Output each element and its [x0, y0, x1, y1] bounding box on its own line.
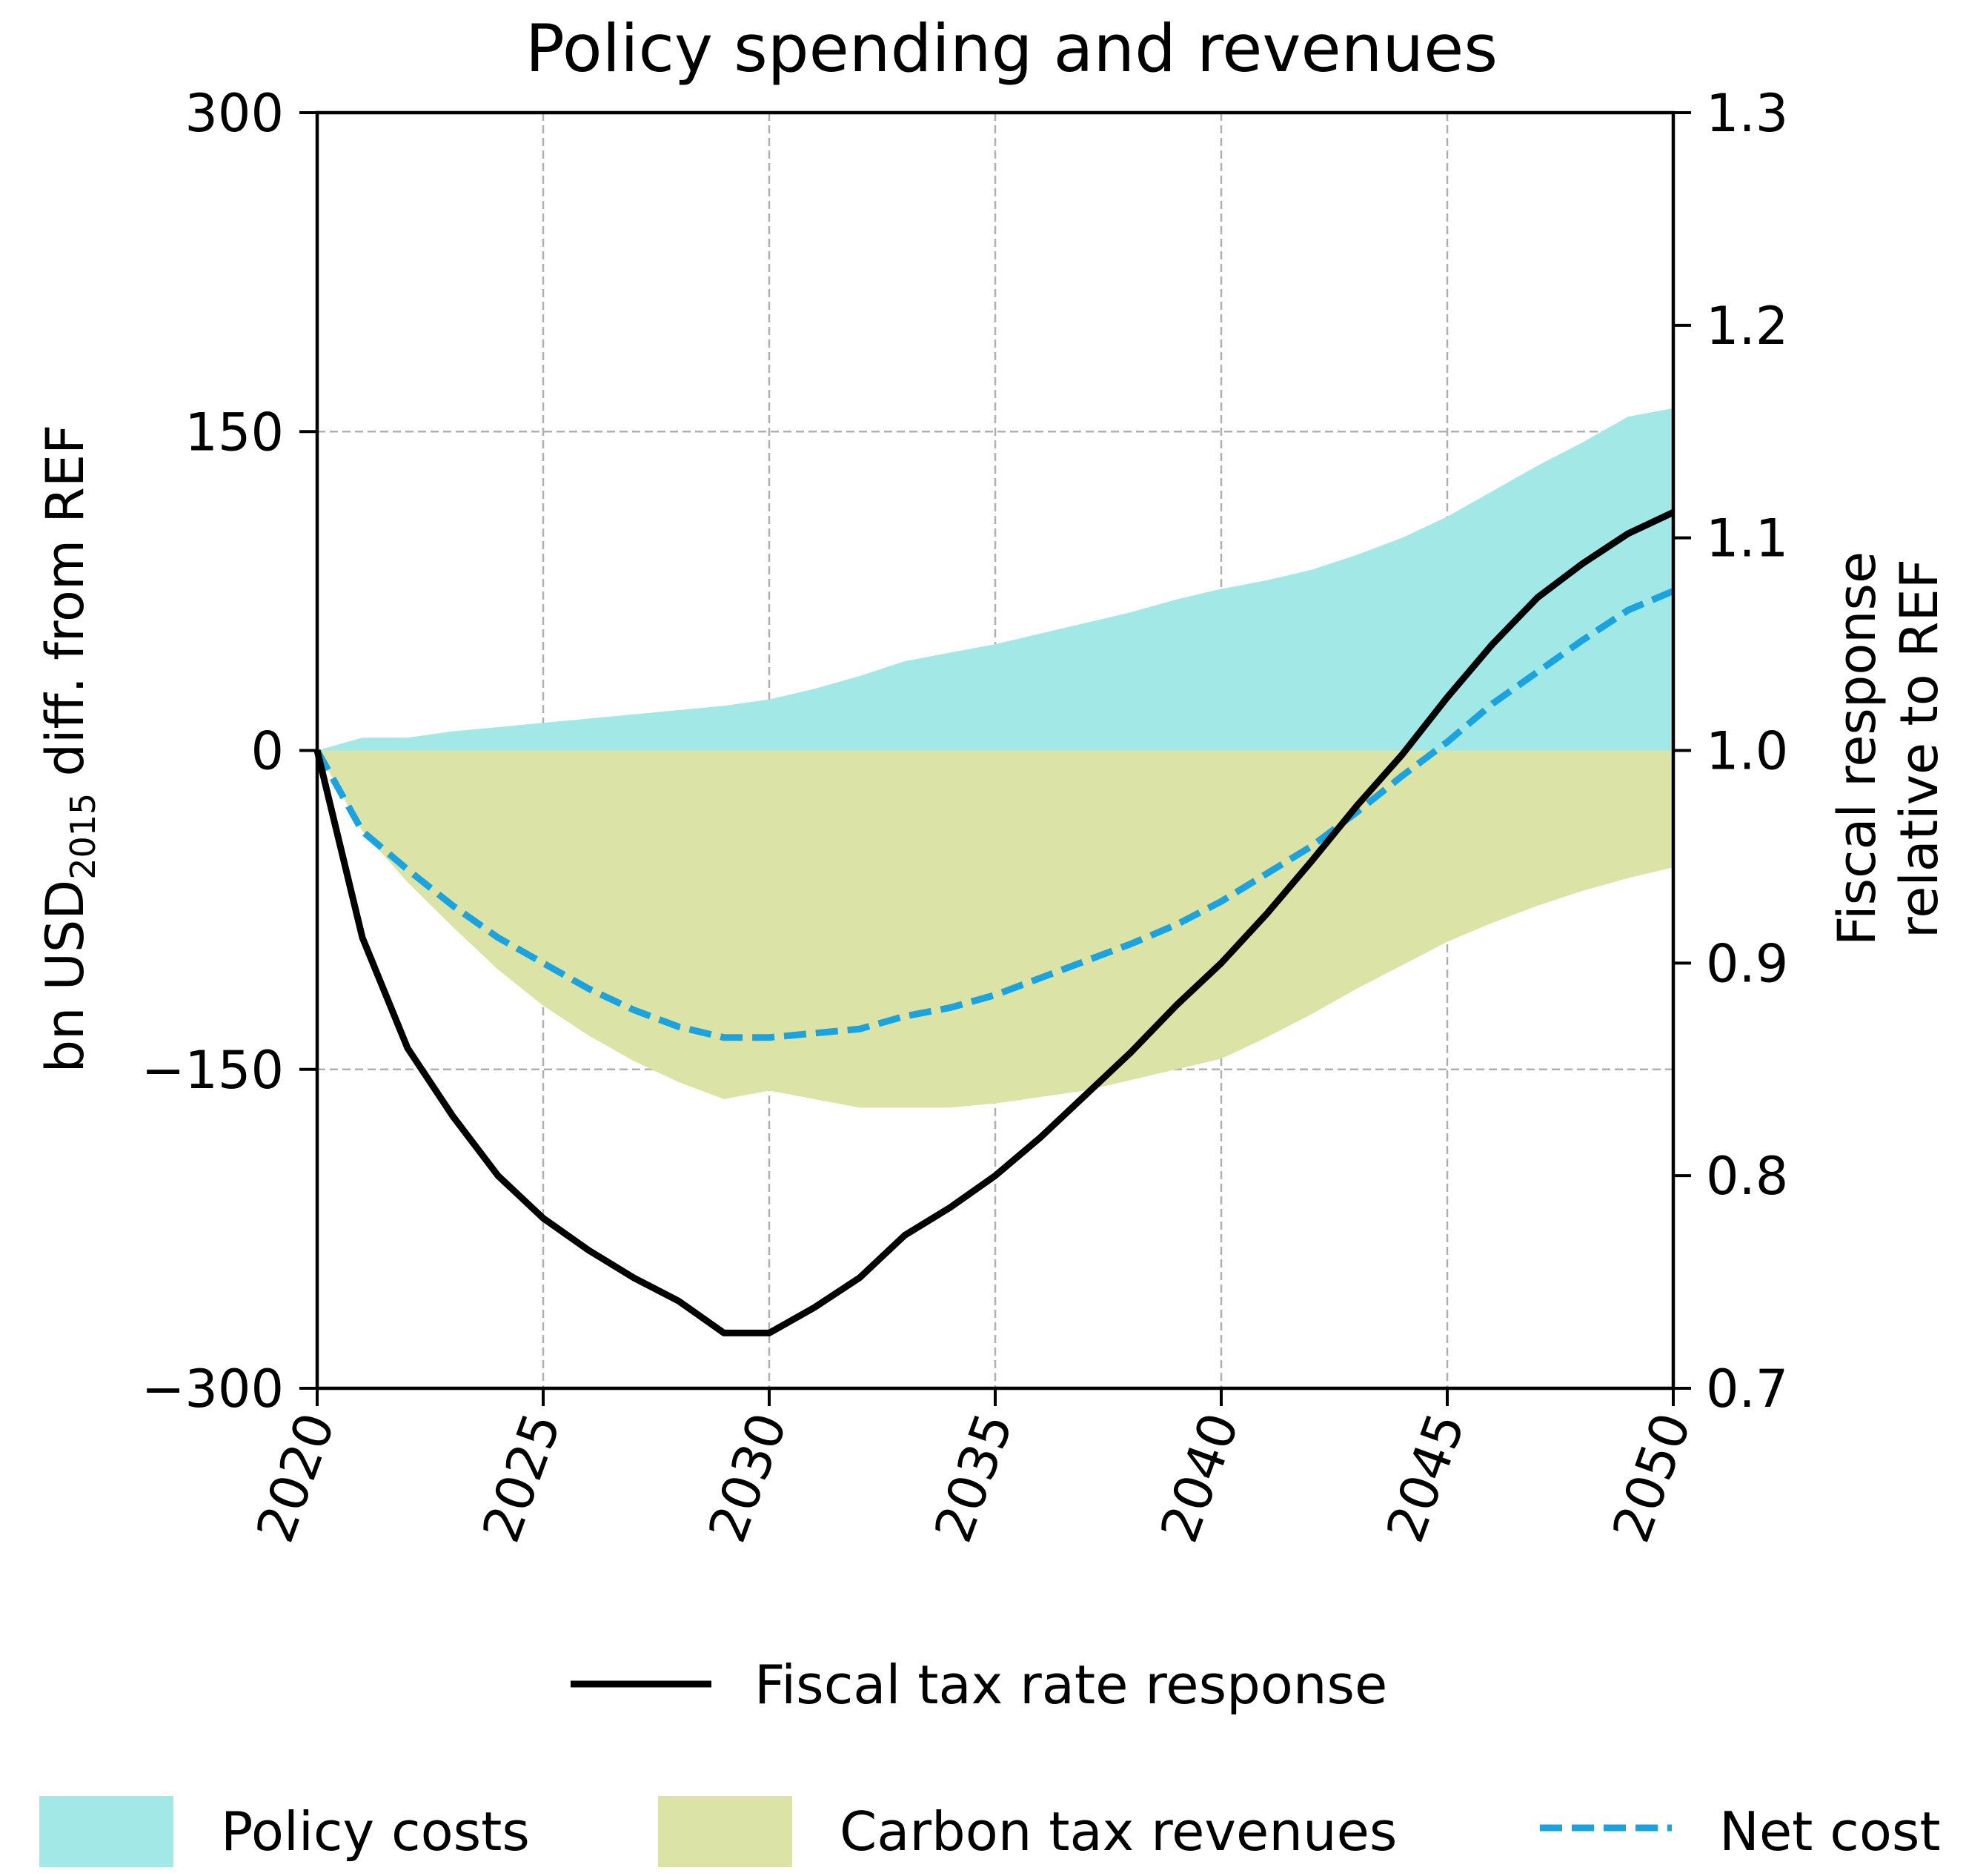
y-axis-label-prefix: bn USD	[35, 880, 96, 1073]
line-net-cost	[314, 588, 1675, 1041]
y2-tick-label-5: 0.8	[1706, 1146, 1788, 1207]
y-axis-label-subscript: 2015	[63, 793, 103, 880]
x-tick-label-2050: 2050	[1601, 1405, 1703, 1550]
y2-axis-label-line1: Fiscal response	[1827, 551, 1887, 946]
y2-tick-label-6: 0.7	[1706, 1359, 1788, 1419]
x-tick-label-2020: 2020	[245, 1405, 347, 1550]
y2-tick-label-0: 1.3	[1706, 83, 1788, 144]
legend-swatch-policy-costs	[39, 1796, 173, 1867]
area-layer	[317, 408, 1673, 1108]
y2-axis-label-line2: relative to REF	[1889, 559, 1950, 938]
x-tick-label-2045: 2045	[1375, 1405, 1477, 1550]
chart-title: Policy spending and revenues	[525, 10, 1498, 87]
area-carbon-tax-revenues	[317, 750, 1673, 1108]
line-fiscal-tax-rate-response	[313, 509, 1675, 1336]
y2-tick-label-3: 1.0	[1706, 721, 1788, 782]
y-tick-label-2: 0	[250, 721, 284, 782]
line-layer	[313, 509, 1675, 1336]
y-tick-label-0: 300	[185, 83, 284, 144]
legend-label-policy-costs: Policy costs	[221, 1800, 530, 1863]
x-tick-label-2025: 2025	[471, 1405, 573, 1550]
legend-label-net-cost: Net cost	[1719, 1800, 1941, 1863]
legend-label-carbon-tax-revenues: Carbon tax revenues	[840, 1800, 1397, 1863]
x-tick-label-2035: 2035	[923, 1405, 1025, 1550]
y-axis-label: bn USD2015 diff. from REF	[35, 425, 103, 1073]
legend: Fiscal tax rate response Policy costs Ca…	[39, 1654, 1941, 1867]
y2-tick-label-4: 0.9	[1706, 933, 1788, 994]
y-tick-label-4: −300	[142, 1359, 284, 1419]
y-axis-label-suffix: diff. from REF	[35, 425, 96, 793]
y-tick-label-3: −150	[142, 1040, 284, 1101]
y-tick-label-1: 150	[185, 402, 284, 463]
x-tick-label-2040: 2040	[1149, 1405, 1251, 1550]
x-tick-label-2030: 2030	[697, 1405, 799, 1550]
area-policy-costs	[317, 408, 1673, 751]
legend-label-fiscal-tax-rate-response: Fiscal tax rate response	[754, 1654, 1387, 1716]
legend-swatch-carbon-tax-revenues	[658, 1796, 792, 1867]
y2-axis-label: Fiscal responserelative to REF	[1827, 551, 1950, 946]
y2-tick-label-1: 1.2	[1706, 296, 1788, 357]
y2-tick-label-2: 1.1	[1706, 508, 1788, 569]
